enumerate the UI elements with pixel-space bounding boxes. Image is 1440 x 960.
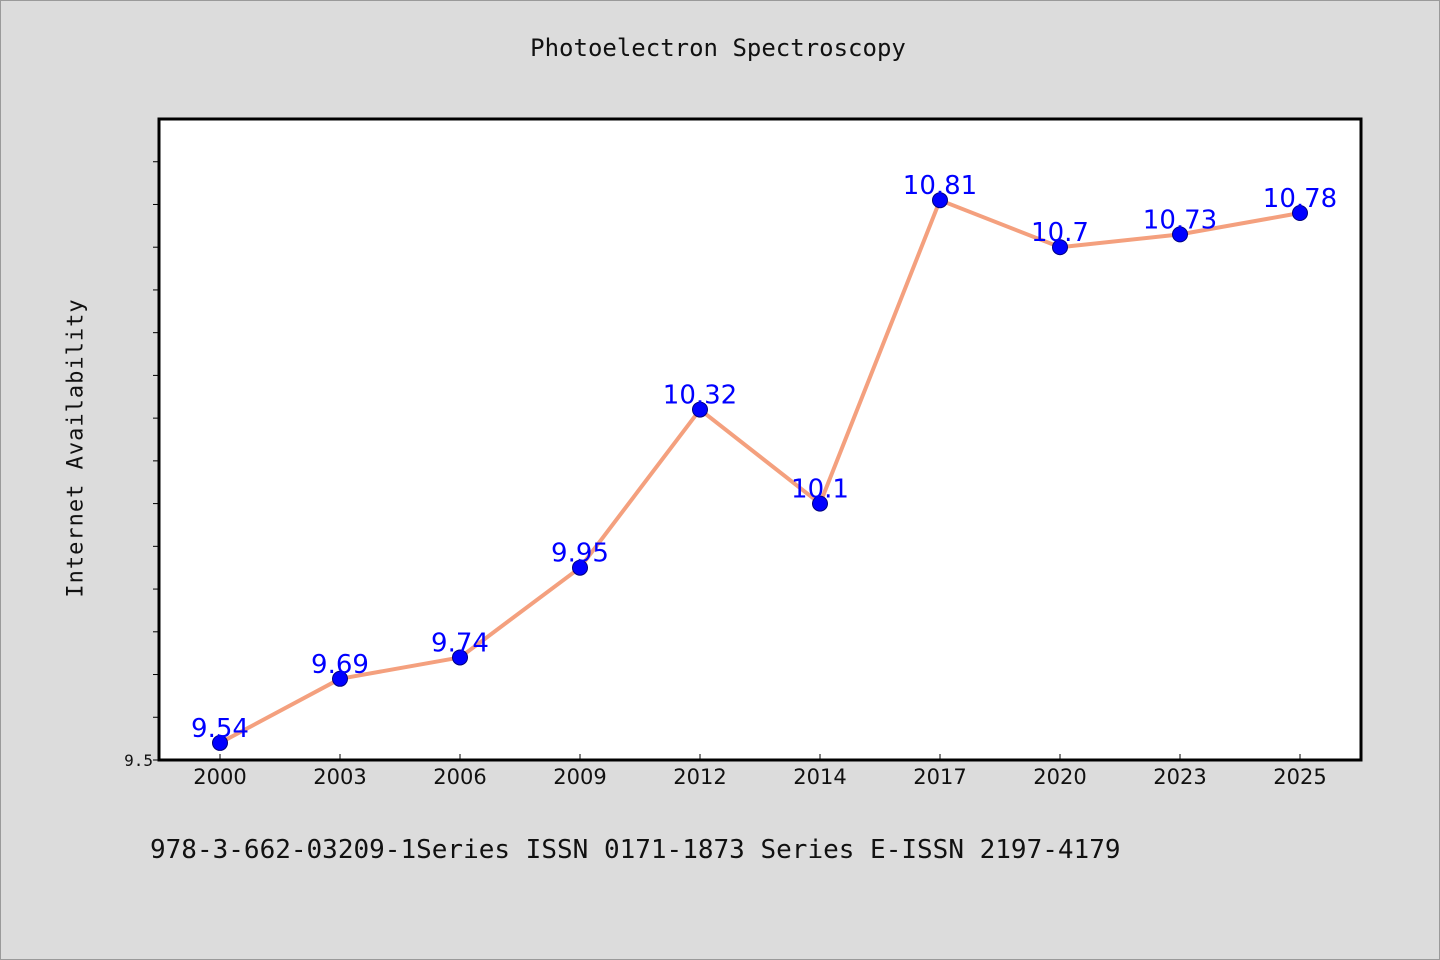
chart-title: Photoelectron Spectroscopy bbox=[530, 34, 906, 62]
x-tick-label: 2017 bbox=[913, 765, 966, 789]
data-label: 9.69 bbox=[311, 650, 369, 680]
data-point bbox=[1172, 226, 1188, 243]
y-tick-label: 9.5 bbox=[124, 751, 153, 770]
data-label: 10.78 bbox=[1263, 184, 1337, 214]
data-point bbox=[572, 559, 588, 576]
data-label: 10.73 bbox=[1143, 205, 1217, 235]
data-markers bbox=[212, 192, 1308, 751]
y-axis-ticks bbox=[153, 161, 159, 761]
data-label: 10.7 bbox=[1031, 218, 1089, 248]
x-axis-tick-labels: 2000 2003 2006 2009 2012 2014 2017 2020 2023 2025 bbox=[193, 754, 1327, 789]
data-label: 10.81 bbox=[903, 171, 977, 201]
data-point bbox=[692, 401, 708, 418]
series-line-group bbox=[219, 198, 1301, 745]
y-axis-tick-labels: 9.5 bbox=[124, 751, 153, 770]
data-point bbox=[812, 495, 828, 512]
x-tick-label: 2023 bbox=[1153, 765, 1206, 789]
x-tick-label: 2020 bbox=[1033, 765, 1086, 789]
data-point bbox=[932, 192, 948, 209]
data-label: 10.1 bbox=[791, 475, 849, 505]
data-label: 9.95 bbox=[551, 539, 609, 569]
data-point bbox=[1052, 239, 1068, 256]
data-point bbox=[332, 670, 348, 687]
data-point bbox=[1292, 205, 1308, 222]
plot-area bbox=[157, 117, 1363, 762]
data-labels: 9.54 9.69 9.74 9.95 10.32 10.1 10.81 10.7 10.73 1… bbox=[191, 171, 1337, 744]
data-label: 10.32 bbox=[663, 381, 737, 411]
series-line bbox=[219, 198, 1301, 745]
data-point bbox=[212, 734, 228, 751]
x-tick-label: 2003 bbox=[313, 765, 366, 789]
x-tick-label: 2006 bbox=[433, 765, 486, 789]
footer-isbn-text: 978-3-662-03209-1Series ISSN 0171-1873 S… bbox=[150, 835, 1121, 865]
data-point bbox=[452, 649, 468, 666]
data-label: 9.54 bbox=[191, 714, 249, 744]
x-tick-label: 2000 bbox=[193, 765, 246, 789]
data-label: 9.74 bbox=[431, 628, 489, 658]
x-tick-label: 2012 bbox=[673, 765, 726, 789]
x-tick-label: 2025 bbox=[1273, 765, 1326, 789]
x-tick-label: 2009 bbox=[553, 765, 606, 789]
x-tick-label: 2014 bbox=[793, 765, 846, 789]
